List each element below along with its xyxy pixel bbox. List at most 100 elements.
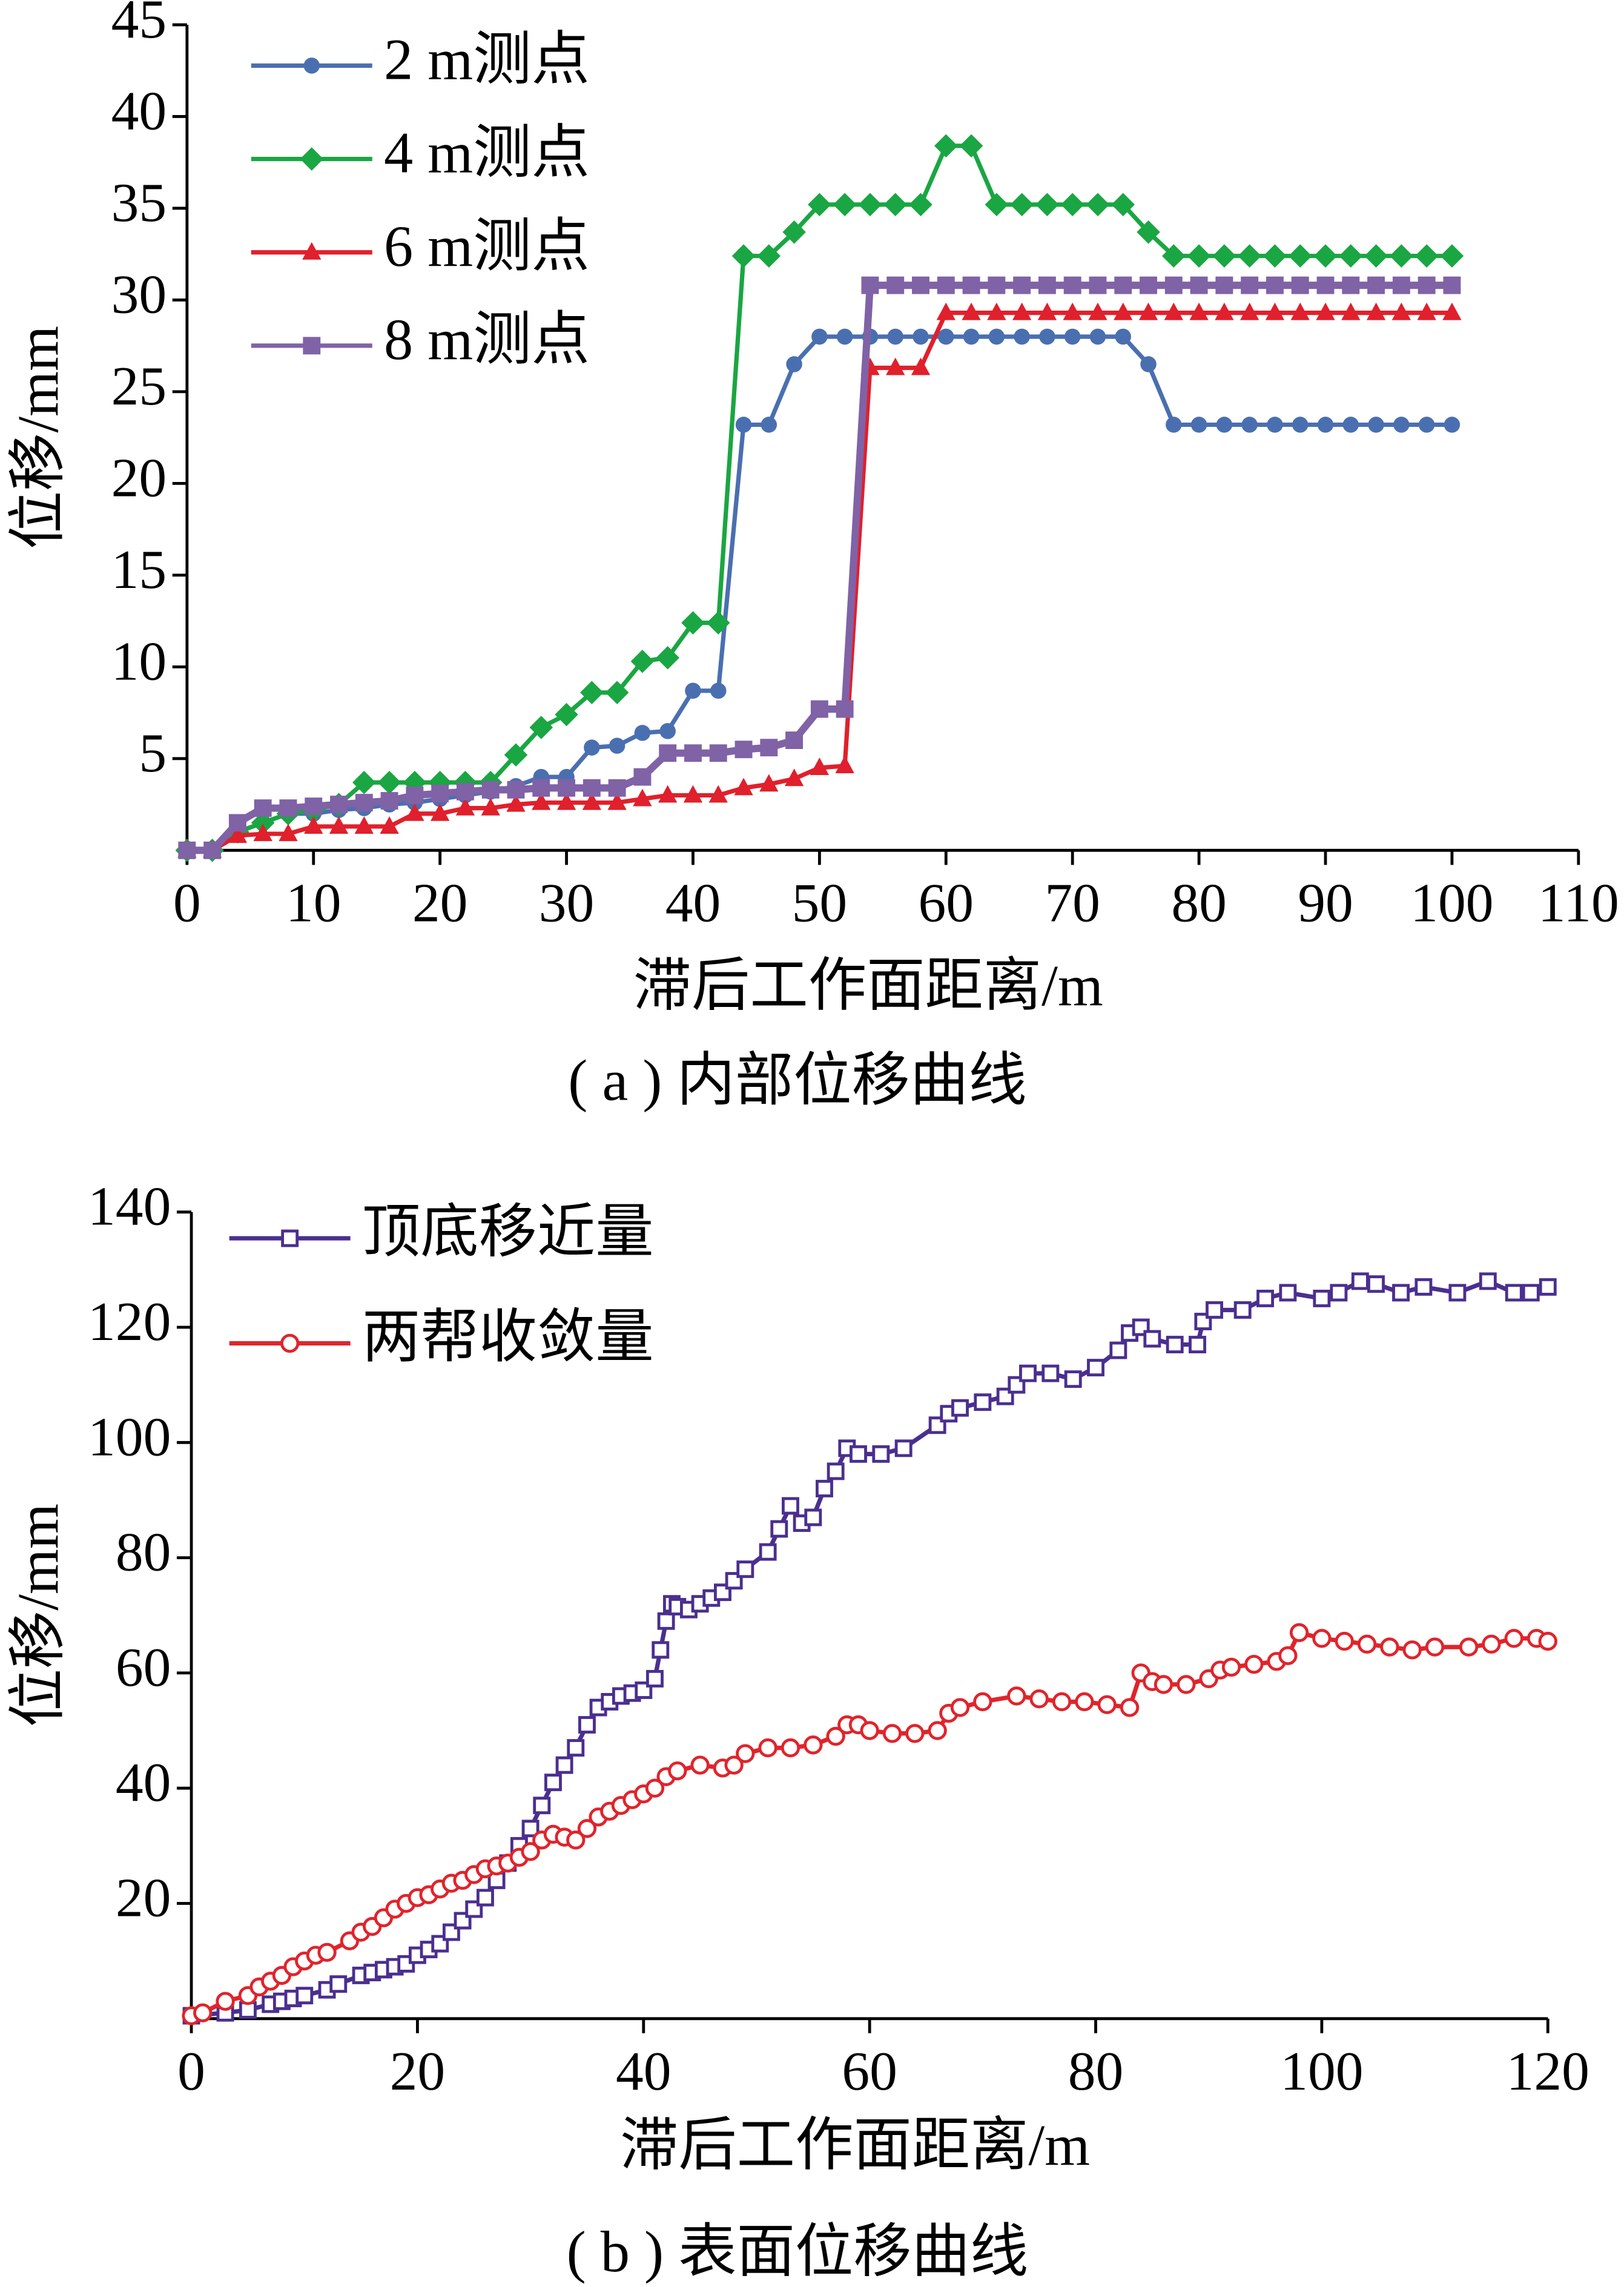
marker bbox=[481, 797, 500, 816]
marker bbox=[736, 1560, 754, 1579]
y-tick-label: 20 bbox=[116, 1866, 171, 1928]
marker bbox=[1206, 1301, 1223, 1319]
marker bbox=[938, 328, 954, 345]
x-tick-label: 60 bbox=[842, 2040, 897, 2102]
marker bbox=[578, 1716, 596, 1734]
marker bbox=[1414, 1278, 1433, 1296]
marker bbox=[645, 1778, 665, 1798]
marker bbox=[761, 417, 777, 433]
marker bbox=[532, 792, 551, 810]
marker bbox=[913, 328, 929, 345]
marker bbox=[1064, 1370, 1082, 1388]
marker bbox=[330, 796, 348, 814]
marker bbox=[1215, 302, 1234, 320]
marker bbox=[1390, 244, 1413, 268]
marker bbox=[1316, 302, 1335, 320]
y-tick-label: 60 bbox=[116, 1636, 171, 1698]
series-line bbox=[186, 144, 1452, 853]
marker bbox=[1162, 244, 1186, 268]
marker bbox=[811, 328, 828, 345]
marker bbox=[736, 1744, 755, 1763]
marker bbox=[584, 739, 600, 756]
marker bbox=[1335, 1631, 1354, 1651]
y-tick-label: 80 bbox=[116, 1521, 171, 1583]
marker bbox=[1351, 1272, 1369, 1290]
marker bbox=[1039, 328, 1055, 345]
marker bbox=[455, 797, 475, 816]
marker bbox=[887, 328, 903, 345]
marker bbox=[1063, 302, 1082, 320]
y-tick-label: 40 bbox=[116, 1751, 171, 1813]
legend-label: 6 m测点 bbox=[384, 214, 590, 279]
marker bbox=[555, 702, 578, 727]
marker bbox=[659, 744, 677, 762]
marker bbox=[1444, 417, 1461, 433]
marker bbox=[1278, 1646, 1298, 1666]
marker bbox=[770, 1520, 788, 1538]
marker bbox=[1007, 1686, 1026, 1706]
marker bbox=[355, 794, 373, 812]
marker bbox=[950, 1698, 970, 1717]
marker bbox=[657, 1612, 675, 1630]
marker bbox=[1238, 244, 1261, 268]
marker bbox=[1019, 1364, 1037, 1382]
caption: ( a ) 内部位移曲线 bbox=[568, 1048, 1026, 1113]
marker bbox=[786, 356, 802, 372]
marker bbox=[1240, 302, 1259, 320]
marker bbox=[668, 1761, 687, 1781]
marker bbox=[1114, 276, 1132, 294]
marker bbox=[1187, 244, 1211, 268]
marker bbox=[481, 780, 500, 799]
marker bbox=[858, 193, 882, 217]
marker bbox=[827, 1462, 845, 1480]
marker bbox=[1482, 1634, 1501, 1654]
marker bbox=[1194, 1313, 1212, 1330]
marker bbox=[1505, 1284, 1523, 1302]
legend-label: 8 m测点 bbox=[384, 307, 590, 372]
x-tick-label: 80 bbox=[1171, 872, 1227, 934]
marker bbox=[833, 193, 857, 217]
x-tick-label: 100 bbox=[1280, 2040, 1363, 2102]
marker bbox=[659, 723, 676, 739]
legend-marker bbox=[302, 242, 322, 260]
marker bbox=[757, 244, 781, 268]
marker bbox=[1341, 302, 1361, 320]
marker bbox=[304, 816, 323, 834]
marker bbox=[724, 1755, 744, 1775]
y-tick-label: 45 bbox=[111, 0, 167, 50]
marker bbox=[1164, 276, 1183, 294]
marker bbox=[1267, 417, 1283, 433]
marker bbox=[1402, 1640, 1422, 1660]
marker bbox=[1364, 244, 1388, 268]
marker bbox=[1538, 1631, 1557, 1651]
marker bbox=[406, 786, 424, 804]
marker bbox=[658, 785, 678, 803]
y-tick-label: 120 bbox=[88, 1290, 171, 1352]
marker bbox=[725, 1572, 743, 1590]
legend-marker bbox=[303, 337, 321, 355]
marker bbox=[804, 1508, 822, 1526]
marker bbox=[988, 328, 1005, 345]
marker bbox=[710, 682, 727, 699]
marker bbox=[758, 1738, 777, 1758]
marker bbox=[734, 777, 753, 796]
marker bbox=[1263, 244, 1287, 268]
marker bbox=[1233, 1301, 1252, 1319]
y-tick-label: 10 bbox=[111, 630, 167, 691]
legend-marker bbox=[300, 147, 324, 171]
x-tick-label: 40 bbox=[665, 872, 721, 934]
marker bbox=[996, 1387, 1014, 1405]
x-tick-label: 30 bbox=[539, 872, 595, 934]
x-tick-label: 120 bbox=[1507, 2040, 1589, 2102]
marker bbox=[577, 1819, 597, 1838]
marker bbox=[810, 700, 828, 718]
marker bbox=[405, 803, 424, 821]
marker bbox=[962, 276, 980, 294]
marker bbox=[1342, 417, 1359, 433]
x-tick-label: 70 bbox=[1045, 872, 1100, 934]
marker bbox=[1442, 302, 1462, 320]
marker bbox=[1190, 417, 1207, 433]
marker bbox=[380, 816, 399, 834]
marker bbox=[905, 1724, 925, 1743]
marker bbox=[934, 134, 958, 158]
